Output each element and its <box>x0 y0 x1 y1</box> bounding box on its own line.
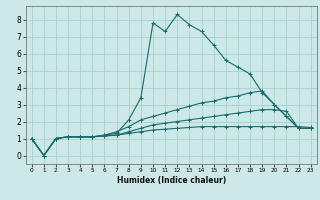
X-axis label: Humidex (Indice chaleur): Humidex (Indice chaleur) <box>116 176 226 185</box>
